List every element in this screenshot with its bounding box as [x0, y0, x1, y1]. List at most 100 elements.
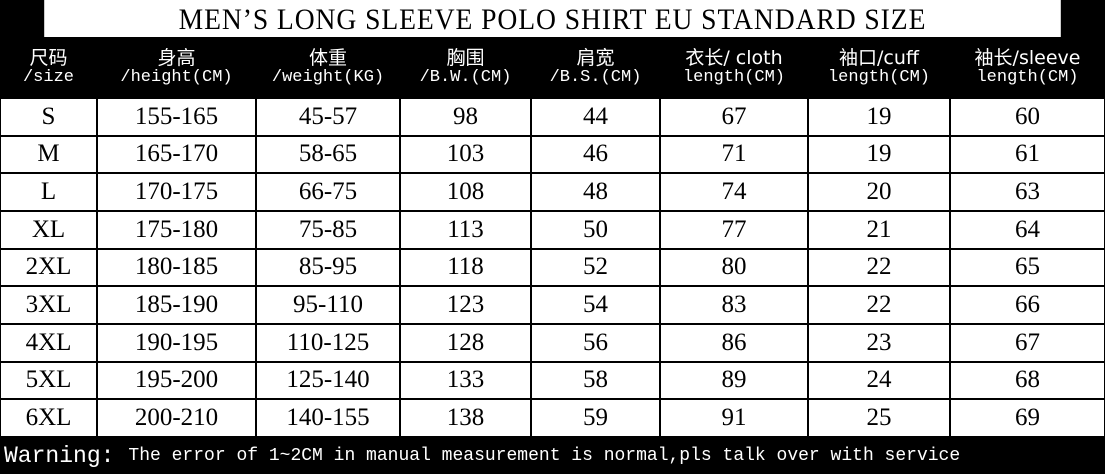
- table-cell: 46: [532, 136, 659, 173]
- table-cell: 195-200: [98, 362, 255, 399]
- header-text: 身高: [157, 46, 196, 69]
- table-cell: 48: [532, 174, 659, 210]
- table-cell: 86: [661, 325, 807, 361]
- table-cell: 128: [401, 325, 530, 361]
- header-cell: 肩宽/B.S.(CM): [531, 37, 660, 98]
- header-text: 胸围: [446, 46, 485, 69]
- table-cell: 123: [401, 287, 530, 323]
- header-text: 袖口/cuff: [839, 46, 919, 69]
- table-cell: XL: [1, 212, 96, 248]
- table-cell: 200-210: [98, 400, 255, 436]
- table-cell: 133: [401, 362, 530, 399]
- table-cell: 25: [809, 400, 949, 436]
- header-text: /B.W.(CM): [419, 67, 512, 87]
- table-cell: 67: [661, 99, 807, 135]
- table-cell: 65: [951, 249, 1104, 286]
- table-cell: 66-75: [257, 174, 399, 210]
- table-cell: 58: [532, 362, 659, 399]
- table-cell: 138: [401, 400, 530, 436]
- table-cell: 3XL: [1, 287, 96, 323]
- header-text: 尺码: [29, 46, 68, 69]
- table-cell: 44: [532, 99, 659, 135]
- table-cell: 80: [661, 249, 807, 286]
- table-cell: 190-195: [98, 325, 255, 361]
- header-text: /weight(KG): [271, 67, 385, 87]
- header-cell: 袖口/cuff length(CM): [808, 37, 950, 98]
- header-text: /height(CM): [120, 67, 233, 87]
- header-text: 衣长/ cloth: [685, 46, 783, 69]
- table-cell: 83: [661, 287, 807, 323]
- table-cell: 60: [951, 99, 1104, 135]
- table-cell: 118: [401, 249, 530, 286]
- table-cell: 165-170: [98, 136, 255, 173]
- table-cell: 20: [809, 174, 949, 210]
- table-cell: 58-65: [257, 136, 399, 173]
- footer: Warning: The error of 1~2CM in manual me…: [4, 438, 960, 474]
- header-cell: 尺码/size: [0, 37, 97, 98]
- table-cell: 98: [401, 99, 530, 135]
- table-cell: 4XL: [1, 325, 96, 361]
- table-cell: 175-180: [98, 212, 255, 248]
- table-cell: 6XL: [1, 400, 96, 436]
- table-cell: 50: [532, 212, 659, 248]
- table-cell: 74: [661, 174, 807, 210]
- table-cell: 19: [809, 136, 949, 173]
- table-cell: M: [1, 136, 96, 173]
- table-cell: 75-85: [257, 212, 399, 248]
- title: MEN’S LONG SLEEVE POLO SHIRT EU STANDARD…: [44, 0, 1061, 37]
- table-cell: 180-185: [98, 249, 255, 286]
- table-cell: 95-110: [257, 287, 399, 323]
- table-cell: 19: [809, 99, 949, 135]
- table-cell: 108: [401, 174, 530, 210]
- header-text: /B.S.(CM): [549, 67, 642, 87]
- table-cell: 110-125: [257, 325, 399, 361]
- table-cell: 2XL: [1, 249, 96, 286]
- table-cell: 71: [661, 136, 807, 173]
- table-cell: L: [1, 174, 96, 210]
- header-text: 袖长/sleeve: [974, 46, 1081, 69]
- table-cell: 59: [532, 400, 659, 436]
- table-cell: 64: [951, 212, 1104, 248]
- table-cell: 56: [532, 325, 659, 361]
- table-cell: S: [1, 99, 96, 135]
- table-cell: 113: [401, 212, 530, 248]
- header-text: /size: [22, 67, 74, 87]
- table-cell: 103: [401, 136, 530, 173]
- table-cell: 23: [809, 325, 949, 361]
- table-cell: 77: [661, 212, 807, 248]
- table-cell: 22: [809, 287, 949, 323]
- table-cell: 52: [532, 249, 659, 286]
- header-text: 肩宽: [576, 46, 615, 69]
- table-cell: 140-155: [257, 400, 399, 436]
- warning-text: The error of 1~2CM in manual measurement…: [128, 446, 961, 466]
- table-cell: 67: [951, 325, 1104, 361]
- header-cell: 体重/weight(KG): [256, 37, 400, 98]
- table-cell: 155-165: [98, 99, 255, 135]
- table-cell: 91: [661, 400, 807, 436]
- table-cell: 85-95: [257, 249, 399, 286]
- table-cell: 66: [951, 287, 1104, 323]
- header-text: length(CM): [976, 67, 1079, 87]
- table-cell: 68: [951, 362, 1104, 399]
- table-cell: 125-140: [257, 362, 399, 399]
- table-cell: 21: [809, 212, 949, 248]
- table-cell: 63: [951, 174, 1104, 210]
- table-cell: 22: [809, 249, 949, 286]
- table-cell: 61: [951, 136, 1104, 173]
- header-cell: 衣长/ cloth length(CM): [660, 37, 808, 98]
- table-cell: 170-175: [98, 174, 255, 210]
- table-cell: 24: [809, 362, 949, 399]
- header-text: 体重: [308, 46, 347, 69]
- header-cell: 胸围/B.W.(CM): [400, 37, 531, 98]
- header-cell: 袖长/sleeve length(CM): [950, 37, 1105, 98]
- header-text: length(CM): [827, 67, 931, 87]
- table-cell: 185-190: [98, 287, 255, 323]
- table-cell: 54: [532, 287, 659, 323]
- table-cell: 89: [661, 362, 807, 399]
- table-cell: 45-57: [257, 99, 399, 135]
- table-cell: 69: [951, 400, 1104, 436]
- header-text: length(CM): [682, 67, 786, 87]
- table-cell: 5XL: [1, 362, 96, 399]
- warning-label: Warning:: [4, 443, 115, 469]
